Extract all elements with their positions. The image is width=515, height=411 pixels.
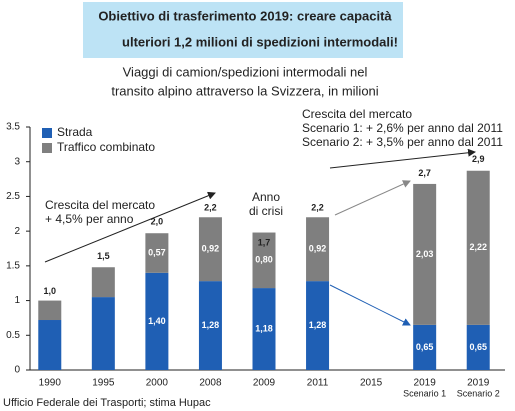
arrow xyxy=(329,148,476,169)
x-tick-label: 2019 xyxy=(414,378,437,389)
annotation: Crescita del mercato xyxy=(302,107,412,121)
arrow xyxy=(44,191,216,263)
value-label: 0,92 xyxy=(309,244,327,254)
total-label: 1,0 xyxy=(44,286,57,296)
y-tick-label: 0 xyxy=(14,365,20,376)
y-tick-label: 3 xyxy=(14,156,20,167)
annotation: Scenario 2: + 3,5% per anno dal 2011 xyxy=(302,135,503,149)
y-tick-label: 2 xyxy=(14,226,20,237)
header-box xyxy=(83,2,403,58)
x-tick-label: 2009 xyxy=(253,378,276,389)
y-tick-label: 1.5 xyxy=(6,260,20,271)
bar-segment xyxy=(306,217,330,282)
legend-label: Strada xyxy=(57,125,93,139)
total-label: 2,2 xyxy=(311,203,324,213)
arrow xyxy=(329,284,411,326)
header-title: Obiettivo di trasferimento 2019: creare … xyxy=(98,8,392,23)
legend-swatch xyxy=(42,143,52,153)
value-label: 1,28 xyxy=(202,320,220,330)
value-label: 1,28 xyxy=(309,320,327,330)
value-label: 0,65 xyxy=(469,342,487,352)
y-tick-label: 0.5 xyxy=(6,330,20,341)
bar-segment xyxy=(145,272,169,370)
total-label: 1,5 xyxy=(97,251,110,261)
bar-segment xyxy=(198,217,222,282)
total-label: 2,0 xyxy=(151,217,164,227)
bar-segment xyxy=(413,324,437,370)
arrow xyxy=(334,180,411,216)
y-tick-label: 1 xyxy=(14,295,20,306)
x-tick-label: 2000 xyxy=(146,378,169,389)
subtitle: Viaggi di camion/spedizioni intermodali … xyxy=(123,64,368,79)
bar-segment xyxy=(91,267,115,298)
bar-segment xyxy=(466,324,490,370)
bar-segment xyxy=(91,297,115,370)
x-tick-label: 1995 xyxy=(92,378,115,389)
bar-segment xyxy=(466,170,490,325)
bar-segment xyxy=(252,288,276,370)
value-label: 0,80 xyxy=(255,255,273,265)
annotation: + 4,5% per anno xyxy=(45,212,134,226)
x-tick-label: 2019 xyxy=(467,378,490,389)
bar-segment xyxy=(198,281,222,370)
x-tick-label: 2008 xyxy=(199,378,222,389)
total-label: 2,7 xyxy=(418,168,431,178)
x-tick-label: 2011 xyxy=(307,378,329,389)
total-label: 2,2 xyxy=(204,203,217,213)
bar-segment xyxy=(252,232,276,289)
y-tick-label: 2.5 xyxy=(6,191,20,202)
value-label: 0,65 xyxy=(416,342,434,352)
bar-segment xyxy=(38,320,62,370)
annotation: Scenario 1: + 2,6% per anno dal 2011 xyxy=(302,121,503,135)
y-tick-label: 3.5 xyxy=(6,122,20,133)
bar-segment xyxy=(306,281,330,370)
bar-segment xyxy=(145,233,169,273)
x-tick-label: 1990 xyxy=(39,378,62,389)
legend-swatch xyxy=(42,128,52,138)
value-label: 1,40 xyxy=(148,316,166,326)
value-label: 2,03 xyxy=(416,249,434,259)
header-title: ulteriori 1,2 milioni di spedizioni inte… xyxy=(122,34,398,49)
x-tick-label: 2015 xyxy=(360,378,383,389)
subtitle: transito alpino attraverso la Svizzera, … xyxy=(111,83,378,98)
bar-segment xyxy=(413,183,437,325)
value-label: 1,18 xyxy=(255,323,273,333)
source: Ufficio Federale dei Trasporti; stima Hu… xyxy=(3,397,211,409)
value-label: 2,22 xyxy=(469,242,487,252)
value-label: 0,57 xyxy=(148,247,166,257)
annotation: Crescita del mercato xyxy=(45,198,155,212)
x-tick-note: Scenario 2 xyxy=(457,388,500,398)
annotation: Anno xyxy=(252,190,280,204)
legend-label: Traffico combinato xyxy=(57,140,155,154)
total-label: 1,7 xyxy=(258,237,271,247)
annotation: di crisi xyxy=(249,204,283,218)
bar-segment xyxy=(38,300,62,321)
value-label: 0,92 xyxy=(202,244,220,254)
x-tick-note: Scenario 1 xyxy=(403,388,446,398)
total-label: 2,9 xyxy=(472,154,485,164)
